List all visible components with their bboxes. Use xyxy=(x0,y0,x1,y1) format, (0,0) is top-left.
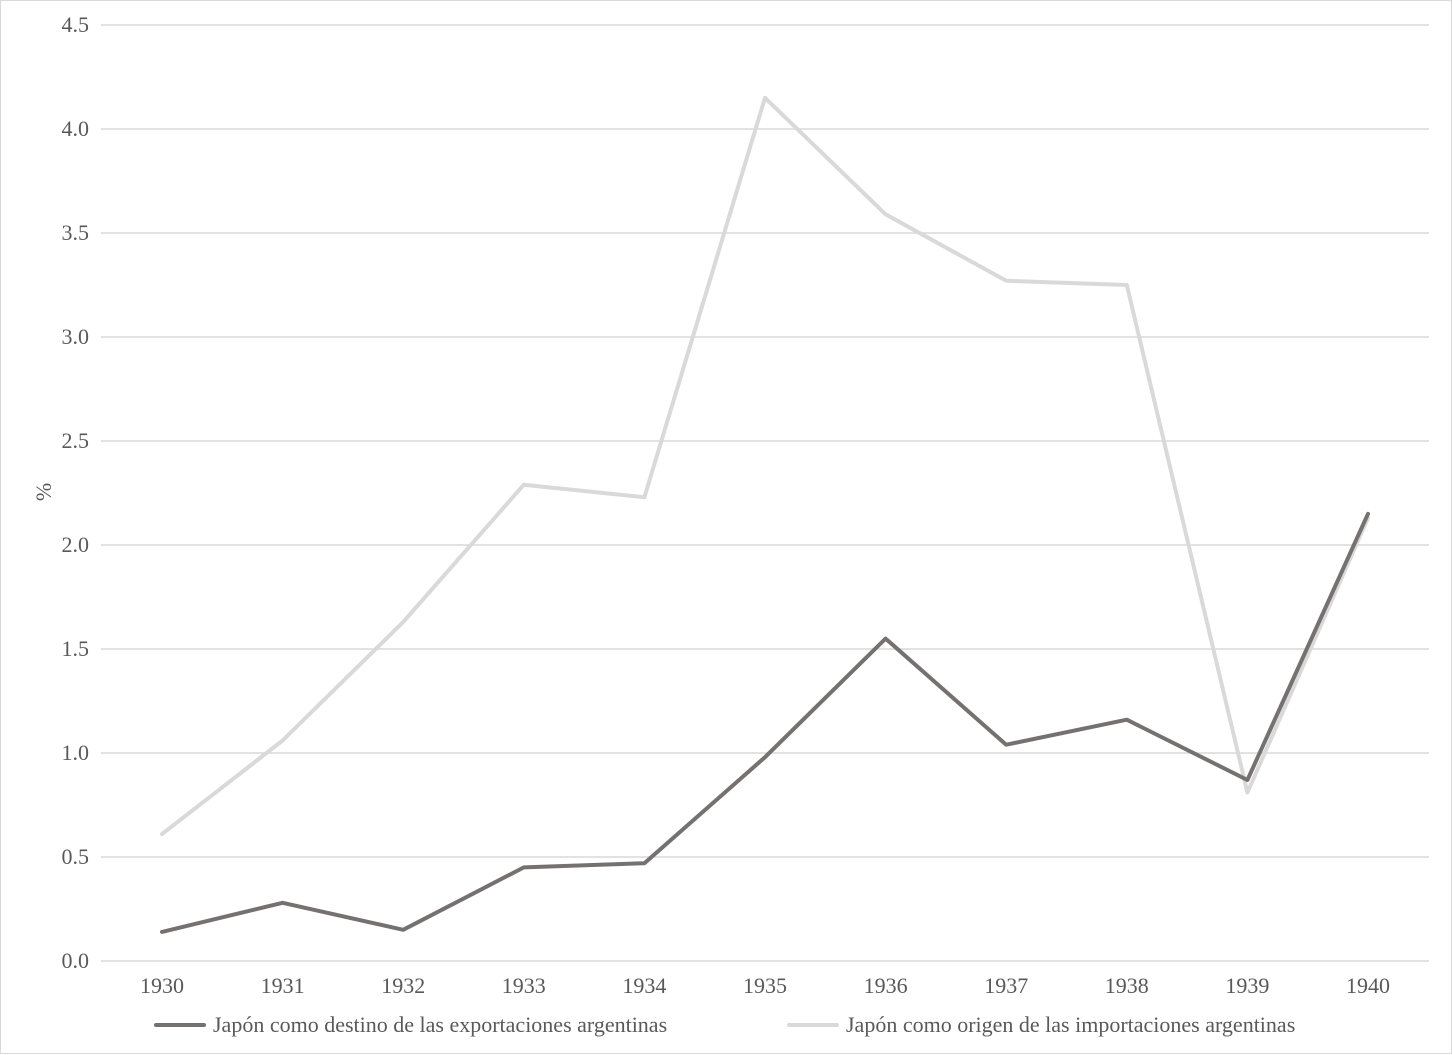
y-tick-label: 1.5 xyxy=(62,636,90,661)
legend-label: Japón como destino de las exportaciones … xyxy=(213,1012,667,1037)
x-tick-label: 1938 xyxy=(1105,973,1149,998)
y-tick-label: 0.0 xyxy=(62,948,90,973)
y-tick-label: 4.0 xyxy=(62,116,90,141)
x-tick-label: 1934 xyxy=(622,973,666,998)
x-tick-label: 1933 xyxy=(502,973,546,998)
x-tick-label: 1935 xyxy=(743,973,787,998)
data-series xyxy=(160,95,1370,934)
y-axis-title: % xyxy=(31,483,56,501)
x-tick-label: 1936 xyxy=(864,973,908,998)
x-tick-label: 1939 xyxy=(1225,973,1269,998)
y-tick-label: 1.0 xyxy=(62,740,90,765)
y-tick-label: 2.0 xyxy=(62,532,90,557)
y-tick-label: 4.5 xyxy=(62,12,90,37)
x-tick-label: 1930 xyxy=(140,973,184,998)
legend-label: Japón como origen de las importaciones a… xyxy=(846,1012,1295,1037)
x-tick-label: 1932 xyxy=(381,973,425,998)
x-tick-label: 1931 xyxy=(261,973,305,998)
y-tick-label: 3.0 xyxy=(62,324,90,349)
x-tick-label: 1940 xyxy=(1346,973,1390,998)
y-axis-tick-labels: 0.0 0.5 1.0 1.5 2.0 2.5 3.0 3.5 4.0 4.5 xyxy=(62,12,90,973)
x-axis-tick-labels: 1930 1931 1932 1933 1934 1935 1936 1937 1938 1939… xyxy=(140,973,1390,998)
y-tick-label: 0.5 xyxy=(62,844,90,869)
series-line-2 xyxy=(160,95,1370,837)
legend: Japón como destino de las exportaciones … xyxy=(154,1012,1295,1037)
x-tick-label: 1937 xyxy=(984,973,1028,998)
gridlines xyxy=(101,24,1429,962)
y-tick-label: 2.5 xyxy=(62,428,90,453)
series-line-1 xyxy=(160,511,1370,934)
y-tick-label: 3.5 xyxy=(62,220,90,245)
